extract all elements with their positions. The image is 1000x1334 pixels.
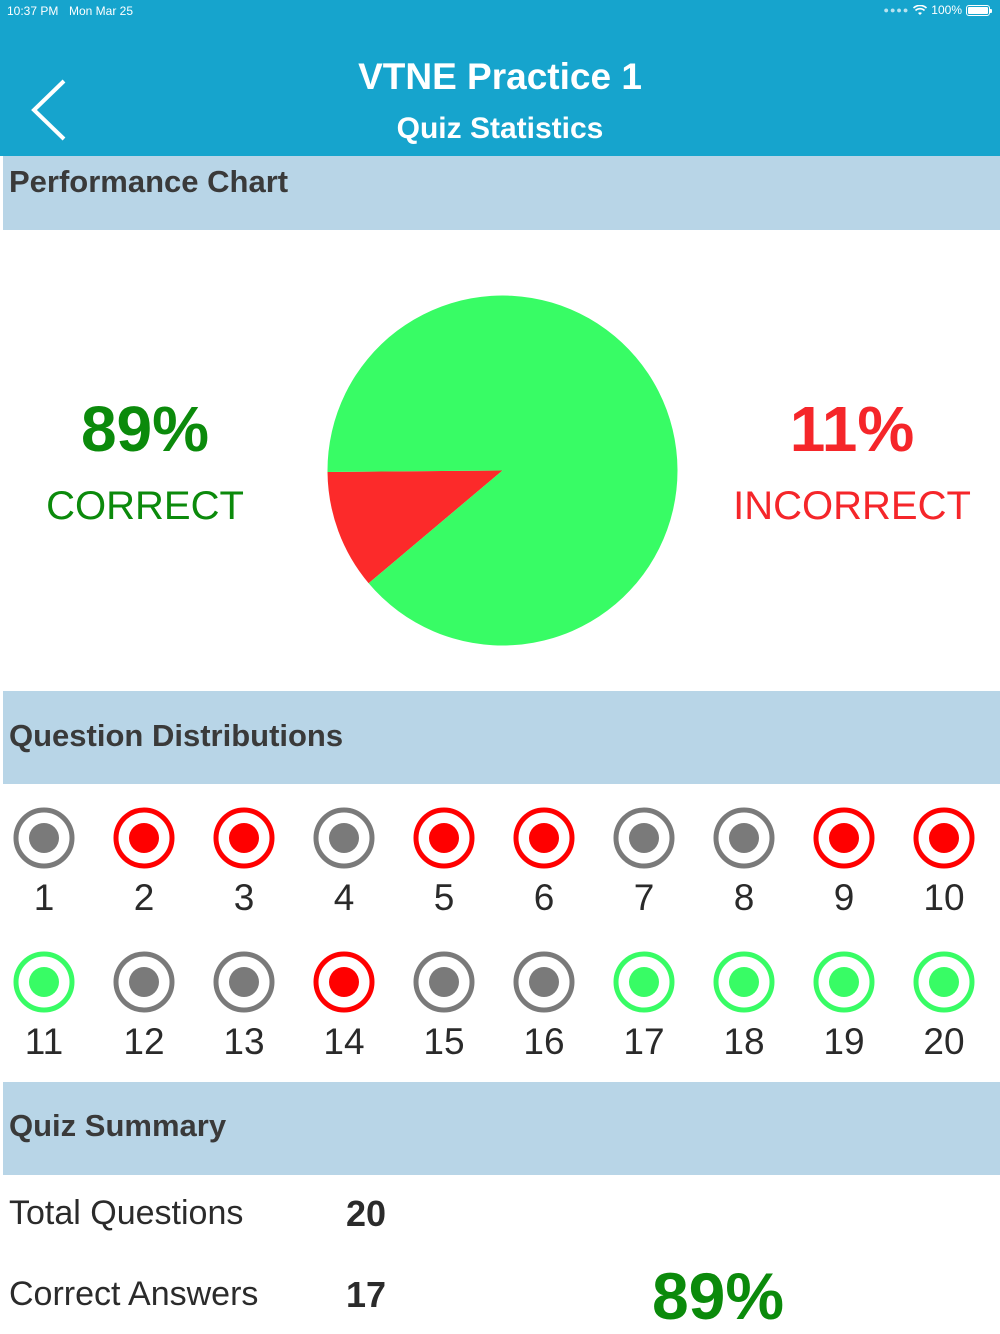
pie-slice-correct [327,295,678,646]
question-status-correct-icon [913,951,975,1013]
incorrect-percent: 11% [789,393,915,465]
question-number: 3 [233,877,255,918]
question-indicator-4[interactable]: 4 [304,806,384,920]
status-date: Mon Mar 25 [69,4,134,18]
question-indicator-19[interactable]: 19 [804,950,884,1064]
question-number: 13 [223,1021,265,1062]
page-title: VTNE Practice 1 [358,56,642,97]
question-status-unanswered-icon [613,807,675,869]
question-status-unanswered-icon [413,951,475,1013]
question-indicator-12[interactable]: 12 [104,950,184,1064]
status-indicators: ●●●● 100% [883,3,992,17]
question-indicator-9[interactable]: 9 [804,806,884,920]
question-status-incorrect-icon [813,807,875,869]
question-number: 8 [733,877,755,918]
question-status-incorrect-icon [913,807,975,869]
total-questions-value: 20 [346,1193,387,1234]
question-number: 2 [133,877,155,918]
question-indicator-18[interactable]: 18 [704,950,784,1064]
question-status-unanswered-icon [313,807,375,869]
question-status-unanswered-icon [513,951,575,1013]
correct-answers-label: Correct Answers [9,1275,259,1313]
battery-percent: 100% [931,3,962,17]
question-status-correct-icon [13,951,75,1013]
section-header-summary: Quiz Summary [3,1082,1000,1175]
question-indicator-6[interactable]: 6 [504,806,584,920]
score-percent: 89% [651,1259,785,1333]
question-status-incorrect-icon [513,807,575,869]
back-button[interactable] [28,78,72,142]
incorrect-label: INCORRECT [733,484,971,528]
question-number: 18 [723,1021,765,1062]
question-indicator-15[interactable]: 15 [404,950,484,1064]
pie-slice-incorrect [327,470,503,584]
question-number: 11 [24,1021,64,1062]
question-number: 7 [633,877,655,918]
question-status-correct-icon [713,951,775,1013]
question-indicator-1[interactable]: 1 [4,806,84,920]
section-header-distributions: Question Distributions [3,691,1000,784]
question-status-unanswered-icon [713,807,775,869]
section-header-performance: Performance Chart [3,156,1000,230]
page-subtitle: Quiz Statistics [396,112,604,145]
signal-icon: ●●●● [883,5,910,15]
question-number: 19 [823,1021,865,1062]
question-indicator-7[interactable]: 7 [604,806,684,920]
question-indicator-8[interactable]: 8 [704,806,784,920]
question-status-incorrect-icon [113,807,175,869]
question-number: 20 [923,1021,965,1062]
question-number: 9 [833,877,855,918]
question-indicator-16[interactable]: 16 [504,950,584,1064]
question-number: 6 [533,877,555,918]
correct-answers-value: 17 [346,1274,387,1315]
battery-icon [966,4,992,16]
question-status-correct-icon [813,951,875,1013]
question-number: 17 [623,1021,665,1062]
question-number: 4 [333,877,355,918]
question-status-unanswered-icon [113,951,175,1013]
correct-label: CORRECT [46,484,244,528]
question-number: 5 [433,877,455,918]
navigation-bar: VTNE Practice 1 Quiz Statistics [0,22,1000,156]
question-status-incorrect-icon [413,807,475,869]
question-status-unanswered-icon [213,951,275,1013]
question-number: 1 [33,877,55,918]
performance-pie-chart [327,295,678,646]
question-number: 12 [123,1021,165,1062]
question-indicator-2[interactable]: 2 [104,806,184,920]
question-status-incorrect-icon [313,951,375,1013]
question-number: 10 [923,877,965,918]
question-indicator-20[interactable]: 20 [904,950,984,1064]
question-status-incorrect-icon [213,807,275,869]
question-indicator-11[interactable]: 11 [4,950,84,1064]
question-indicator-14[interactable]: 14 [304,950,384,1064]
question-indicator-3[interactable]: 3 [204,806,284,920]
question-indicator-10[interactable]: 10 [904,806,984,920]
chevron-left-icon [31,79,66,141]
correct-percent: 89% [80,393,210,465]
question-indicator-5[interactable]: 5 [404,806,484,920]
status-bar: 10:37 PM Mon Mar 25 ●●●● 100% [0,0,1000,22]
question-number: 14 [323,1021,365,1062]
question-number: 15 [423,1021,465,1062]
question-status-unanswered-icon [13,807,75,869]
status-time: 10:37 PM [7,4,59,18]
question-indicator-17[interactable]: 17 [604,950,684,1064]
question-number: 16 [523,1021,565,1062]
question-status-correct-icon [613,951,675,1013]
question-indicator-13[interactable]: 13 [204,950,284,1064]
wifi-icon [913,4,928,15]
total-questions-label: Total Questions [9,1194,244,1232]
